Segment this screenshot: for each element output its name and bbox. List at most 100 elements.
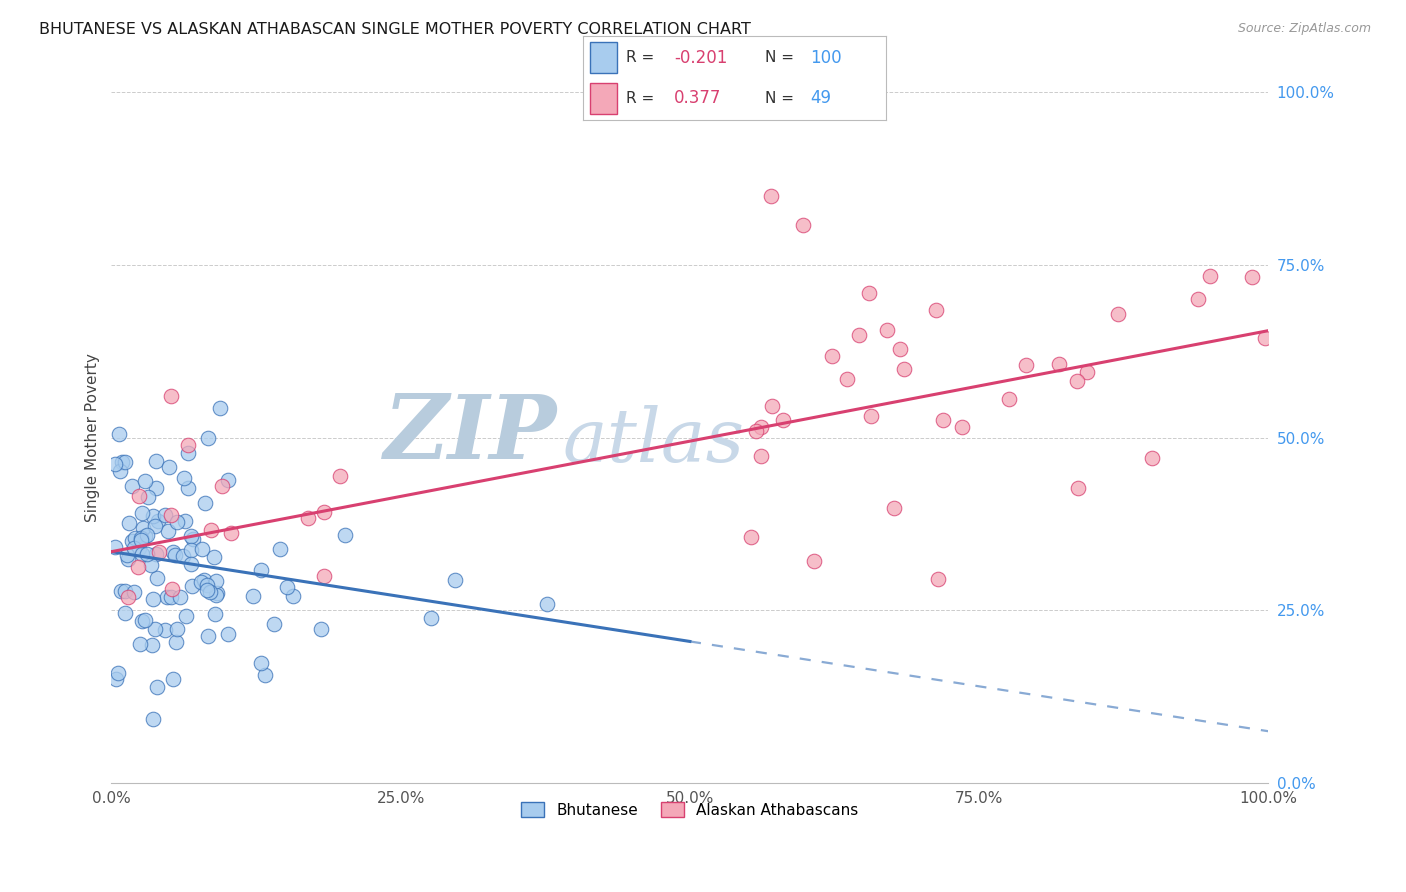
- Point: [160, 582, 183, 597]
- Point: [153, 508, 176, 522]
- Point: [146, 514, 169, 528]
- Point: [858, 285, 880, 300]
- Point: [751, 420, 773, 434]
- Point: [297, 511, 319, 525]
- Point: [157, 459, 180, 474]
- Point: [111, 455, 134, 469]
- Point: [128, 637, 150, 651]
- Point: [131, 506, 153, 520]
- Point: [166, 622, 188, 636]
- Point: [173, 471, 195, 485]
- Point: [197, 629, 219, 643]
- Point: [105, 672, 128, 686]
- Point: [803, 554, 825, 568]
- Point: [792, 219, 814, 233]
- Point: [998, 392, 1021, 407]
- Point: [141, 558, 163, 572]
- FancyBboxPatch shape: [589, 83, 617, 113]
- Point: [159, 590, 181, 604]
- Text: Source: ZipAtlas.com: Source: ZipAtlas.com: [1237, 22, 1371, 36]
- Point: [314, 569, 336, 583]
- Y-axis label: Single Mother Poverty: Single Mother Poverty: [86, 353, 100, 522]
- Point: [893, 361, 915, 376]
- Text: 0.377: 0.377: [675, 89, 721, 107]
- Text: -0.201: -0.201: [675, 49, 727, 67]
- Point: [117, 551, 139, 566]
- Text: R =: R =: [626, 91, 654, 106]
- Point: [165, 549, 187, 563]
- Point: [281, 589, 304, 603]
- Point: [253, 668, 276, 682]
- Point: [1187, 292, 1209, 306]
- Point: [180, 558, 202, 572]
- Point: [190, 574, 212, 589]
- Point: [276, 580, 298, 594]
- Point: [740, 530, 762, 544]
- Point: [172, 549, 194, 563]
- Point: [217, 473, 239, 487]
- Point: [129, 533, 152, 547]
- Point: [242, 589, 264, 603]
- Point: [749, 449, 772, 463]
- Point: [141, 509, 163, 524]
- Point: [121, 479, 143, 493]
- Text: 49: 49: [810, 89, 831, 107]
- Point: [1107, 307, 1129, 321]
- Point: [181, 579, 204, 593]
- Point: [1067, 481, 1090, 495]
- Point: [204, 574, 226, 588]
- Point: [761, 399, 783, 413]
- Point: [110, 584, 132, 599]
- Point: [202, 550, 225, 565]
- Point: [155, 590, 177, 604]
- Point: [772, 412, 794, 426]
- Text: atlas: atlas: [562, 405, 745, 477]
- Point: [114, 606, 136, 620]
- Point: [1047, 357, 1070, 371]
- Point: [136, 528, 159, 542]
- Point: [205, 585, 228, 599]
- Point: [333, 528, 356, 542]
- Point: [177, 438, 200, 452]
- Point: [745, 425, 768, 439]
- Point: [950, 420, 973, 434]
- Point: [141, 638, 163, 652]
- Point: [117, 590, 139, 604]
- Point: [837, 372, 859, 386]
- Point: [177, 481, 200, 495]
- Point: [1199, 269, 1222, 284]
- Point: [1015, 359, 1038, 373]
- Point: [204, 589, 226, 603]
- Point: [143, 622, 166, 636]
- Point: [143, 519, 166, 533]
- Point: [122, 585, 145, 599]
- Point: [121, 533, 143, 548]
- Text: N =: N =: [765, 91, 794, 106]
- Point: [925, 303, 948, 318]
- Point: [174, 609, 197, 624]
- Point: [443, 573, 465, 587]
- Point: [927, 573, 949, 587]
- Point: [329, 469, 352, 483]
- Point: [165, 635, 187, 649]
- Point: [145, 454, 167, 468]
- Point: [848, 327, 870, 342]
- Text: 100: 100: [810, 49, 842, 67]
- Text: N =: N =: [765, 50, 794, 65]
- FancyBboxPatch shape: [589, 43, 617, 73]
- Point: [876, 323, 898, 337]
- Point: [114, 455, 136, 469]
- Point: [1076, 365, 1098, 379]
- Point: [156, 524, 179, 539]
- Point: [145, 547, 167, 561]
- Point: [108, 464, 131, 478]
- Point: [128, 541, 150, 556]
- Point: [131, 547, 153, 561]
- Point: [1066, 374, 1088, 388]
- Point: [115, 548, 138, 562]
- Point: [129, 531, 152, 545]
- Legend: Bhutanese, Alaskan Athabascans: Bhutanese, Alaskan Athabascans: [515, 796, 865, 823]
- Point: [1240, 269, 1263, 284]
- Point: [104, 540, 127, 554]
- Point: [193, 574, 215, 588]
